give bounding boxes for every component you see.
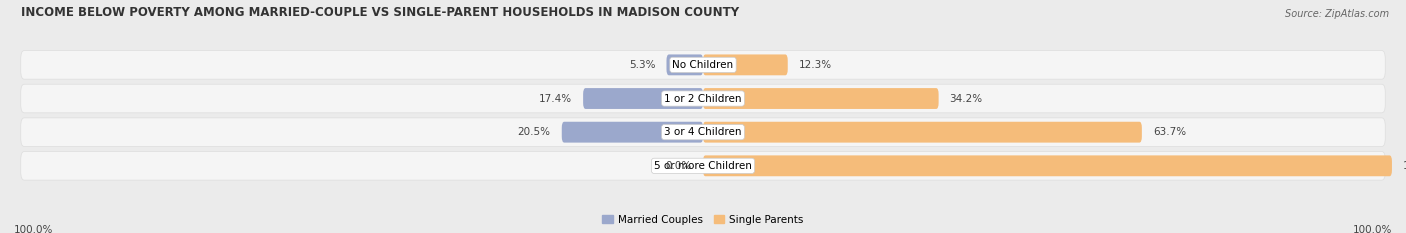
FancyBboxPatch shape: [666, 55, 703, 75]
FancyBboxPatch shape: [703, 88, 939, 109]
Text: 0.0%: 0.0%: [665, 161, 692, 171]
Text: 20.5%: 20.5%: [517, 127, 551, 137]
Text: 12.3%: 12.3%: [799, 60, 832, 70]
Legend: Married Couples, Single Parents: Married Couples, Single Parents: [599, 211, 807, 229]
FancyBboxPatch shape: [21, 84, 1385, 113]
Text: 100.0%: 100.0%: [1353, 225, 1392, 233]
Text: 34.2%: 34.2%: [949, 93, 983, 103]
FancyBboxPatch shape: [21, 51, 1385, 79]
FancyBboxPatch shape: [703, 55, 787, 75]
FancyBboxPatch shape: [703, 122, 1142, 143]
Text: 100.0%: 100.0%: [14, 225, 53, 233]
FancyBboxPatch shape: [703, 155, 1392, 176]
Text: 1 or 2 Children: 1 or 2 Children: [664, 93, 742, 103]
Text: 5.3%: 5.3%: [628, 60, 655, 70]
FancyBboxPatch shape: [21, 118, 1385, 147]
Text: No Children: No Children: [672, 60, 734, 70]
FancyBboxPatch shape: [21, 151, 1385, 180]
FancyBboxPatch shape: [562, 122, 703, 143]
Text: 100.0%: 100.0%: [1403, 161, 1406, 171]
Text: INCOME BELOW POVERTY AMONG MARRIED-COUPLE VS SINGLE-PARENT HOUSEHOLDS IN MADISON: INCOME BELOW POVERTY AMONG MARRIED-COUPL…: [21, 6, 740, 19]
Text: Source: ZipAtlas.com: Source: ZipAtlas.com: [1285, 9, 1389, 19]
Text: 3 or 4 Children: 3 or 4 Children: [664, 127, 742, 137]
Text: 63.7%: 63.7%: [1153, 127, 1187, 137]
Text: 17.4%: 17.4%: [538, 93, 572, 103]
Text: 5 or more Children: 5 or more Children: [654, 161, 752, 171]
FancyBboxPatch shape: [583, 88, 703, 109]
